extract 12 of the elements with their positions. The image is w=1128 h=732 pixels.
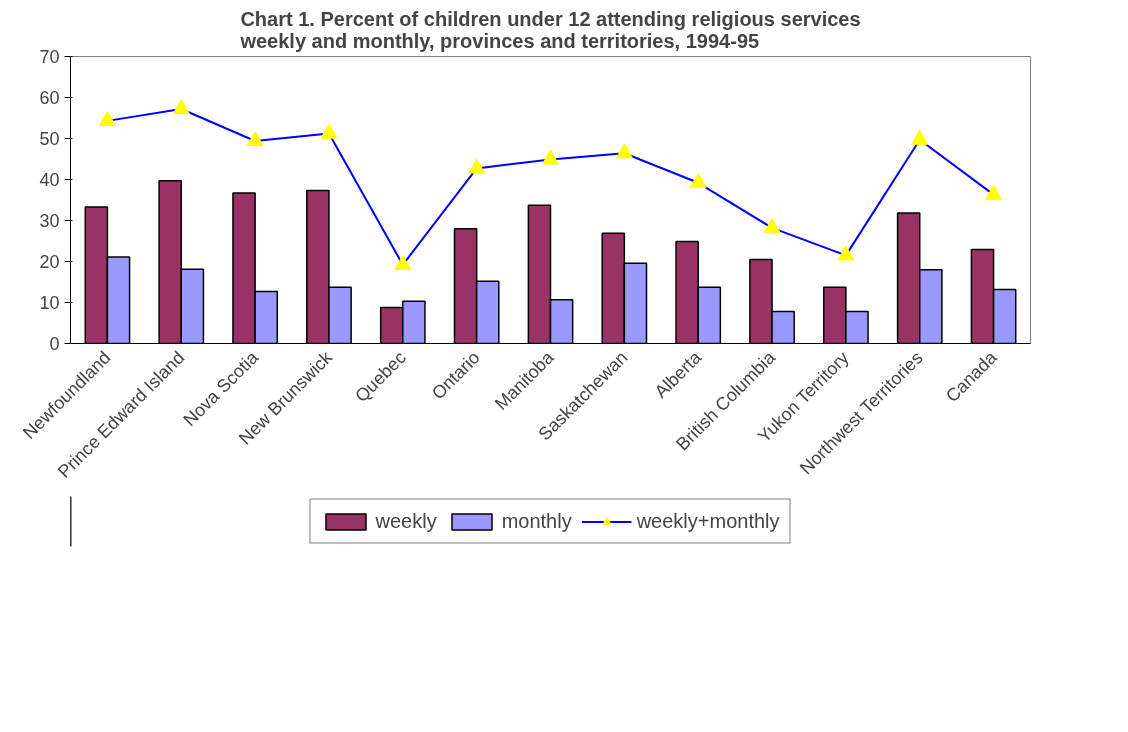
- y-tick-label: 70: [39, 47, 60, 67]
- y-tick-label: 40: [39, 170, 60, 190]
- y-tick-label: 30: [39, 211, 60, 231]
- y-tick-label: 10: [39, 293, 60, 313]
- legend-label: weekly+monthly: [636, 509, 780, 533]
- chart-title: Chart 1. Percent of children under 12 attending religious services weekly and monthly, provinces and territories, 1994-95: [239, 7, 861, 52]
- y-tick-label: 0: [49, 334, 60, 354]
- y-tick-label: 50: [39, 129, 60, 149]
- y-tick-label: 60: [39, 88, 60, 108]
- legend-label: weekly: [375, 509, 437, 533]
- y-tick-label: 20: [39, 252, 60, 272]
- legend-label: monthly: [501, 509, 572, 533]
